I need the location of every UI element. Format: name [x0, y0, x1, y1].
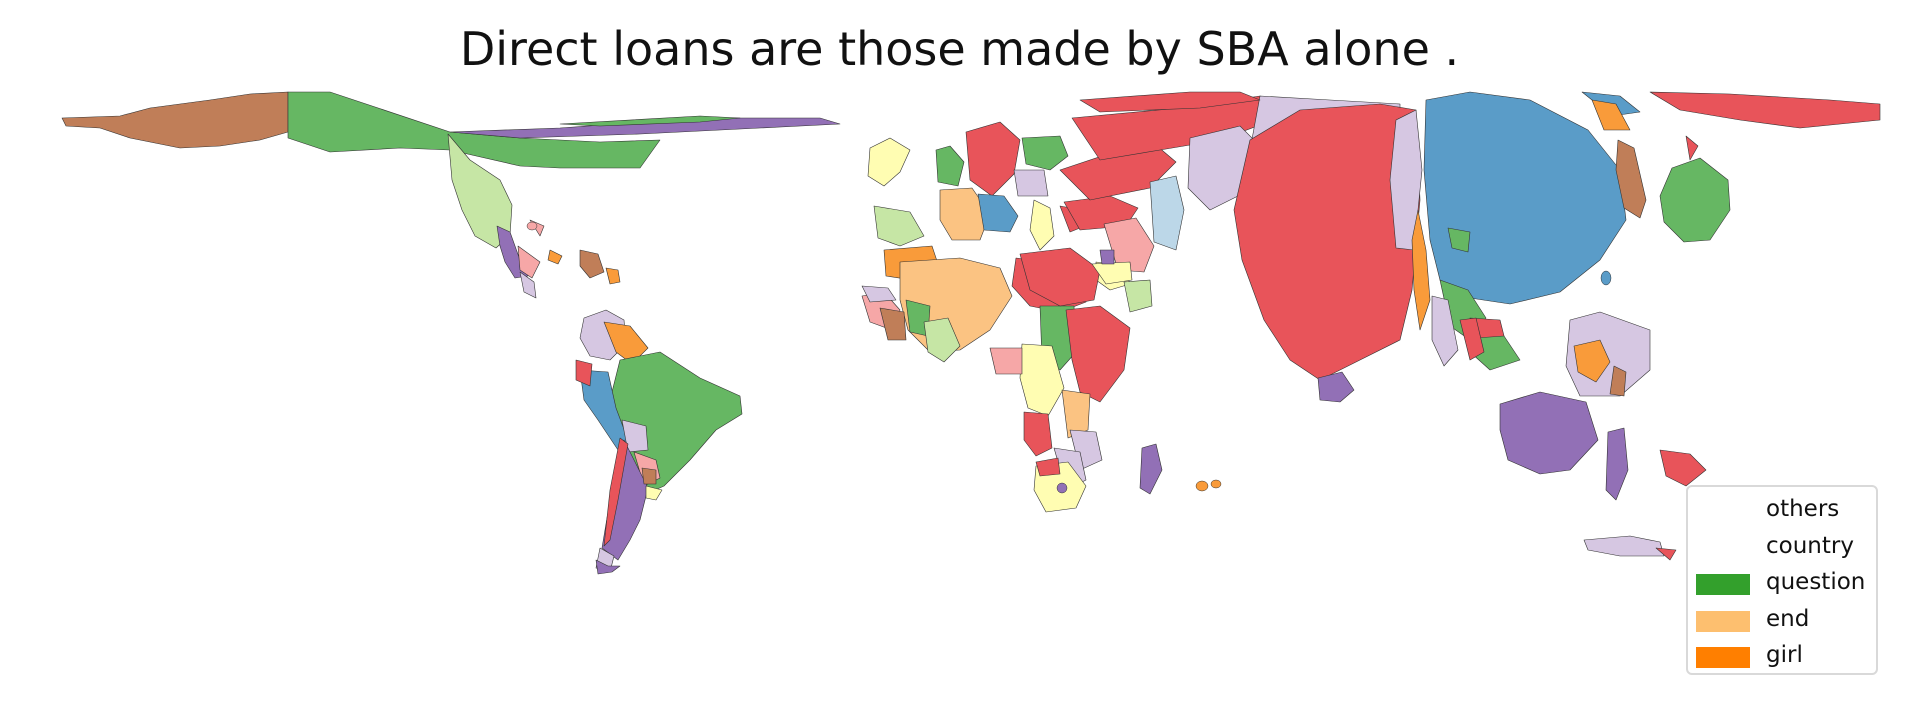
- region-nz: [1583, 535, 1665, 557]
- region-bolivia: [621, 419, 649, 453]
- region-zambia: [1035, 457, 1061, 477]
- region-saudi: [1019, 247, 1101, 307]
- region-nigeria: [923, 317, 961, 363]
- region-central-3: [579, 249, 605, 279]
- region-tierra: [595, 559, 621, 575]
- region-finland: [1021, 135, 1069, 171]
- map-legend: others country question end girl: [1686, 485, 1878, 675]
- region-indonesia: [1499, 391, 1599, 475]
- island-purple: [1056, 482, 1068, 494]
- legend-item-question: question: [1688, 564, 1876, 601]
- region-india: [1233, 103, 1421, 381]
- legend-label-girl: girl: [1766, 642, 1803, 668]
- region-korea: [1615, 139, 1647, 219]
- region-chile: [603, 437, 629, 547]
- region-russia-top: [1079, 91, 1261, 113]
- legend-label-others: others: [1766, 496, 1840, 522]
- region-france: [939, 187, 991, 241]
- region-myanmar: [1411, 209, 1431, 331]
- legend-item-others: others: [1688, 491, 1876, 528]
- legend-swatch-country: [1696, 537, 1750, 559]
- legend-swatch-girl: [1696, 647, 1750, 668]
- region-central-africa: [989, 347, 1023, 375]
- island-orange-2: [1210, 479, 1222, 489]
- region-png: [1659, 449, 1707, 487]
- region-uruguay: [645, 485, 663, 501]
- region-central-4: [605, 267, 621, 285]
- region-alaska: [61, 91, 289, 149]
- legend-label-end: end: [1766, 605, 1810, 632]
- region-pakistan: [1123, 279, 1153, 313]
- region-morocco: [873, 205, 925, 247]
- legend-swatch-end: [1696, 610, 1750, 632]
- region-malaysia: [1573, 339, 1611, 383]
- region-indonesia-east: [1605, 427, 1629, 501]
- region-kenya: [1061, 389, 1091, 439]
- region-laos: [1431, 295, 1459, 367]
- region-sri-lanka: [1317, 371, 1355, 403]
- region-italy: [1029, 199, 1055, 251]
- region-ethiopia: [1065, 305, 1131, 403]
- region-central-asia: [1149, 175, 1185, 251]
- region-west-africa-3: [861, 285, 897, 303]
- map-title: Direct loans are those made by SBA alone…: [459, 22, 1460, 76]
- region-ecuador: [575, 359, 593, 387]
- region-uk: [935, 145, 965, 187]
- region-china: [1423, 91, 1627, 305]
- region-poland: [1013, 169, 1049, 197]
- region-iceland: [867, 137, 911, 187]
- region-japan-north: [1685, 135, 1699, 161]
- region-afghan: [1099, 249, 1115, 265]
- region-central-1: [517, 245, 541, 279]
- legend-item-country: country: [1688, 528, 1876, 565]
- legend-item-girl: girl: [1688, 637, 1876, 674]
- region-angola: [1023, 411, 1053, 457]
- region-paraguay: [641, 467, 657, 485]
- legend-swatch-question: [1696, 574, 1750, 595]
- region-siberia-east: [1649, 91, 1881, 129]
- island-caribbean: [526, 221, 538, 231]
- legend-label-question: question: [1766, 569, 1866, 595]
- legend-item-end: end: [1688, 601, 1876, 638]
- region-hk: [1447, 227, 1471, 253]
- island-blue: [1600, 270, 1612, 286]
- island-orange-1: [1195, 480, 1209, 492]
- region-central-2: [519, 271, 537, 299]
- region-madagascar: [1139, 443, 1163, 495]
- region-arctic-line: [559, 115, 741, 127]
- region-japan: [1659, 157, 1731, 243]
- region-malaysia-brown: [1609, 365, 1627, 397]
- region-iran: [1103, 217, 1155, 273]
- region-orange-north: [1591, 99, 1631, 131]
- region-caribbean-1: [547, 249, 563, 265]
- region-iraq: [1091, 261, 1133, 285]
- legend-swatch-others: [1696, 501, 1750, 522]
- region-bangladesh: [1459, 317, 1485, 361]
- region-germany: [977, 193, 1019, 233]
- legend-label-country: country: [1766, 532, 1854, 559]
- region-nz-red: [1655, 547, 1677, 561]
- region-scandinavia: [965, 121, 1021, 197]
- region-west-africa-2: [879, 307, 907, 341]
